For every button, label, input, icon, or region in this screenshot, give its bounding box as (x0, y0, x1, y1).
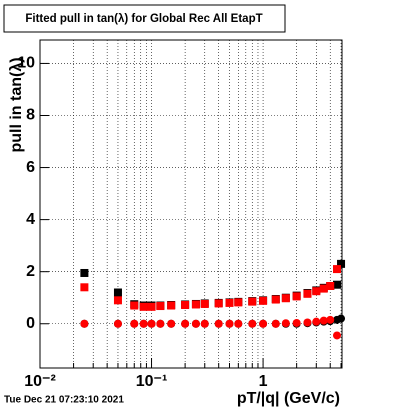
marker (181, 319, 190, 328)
title-box (3, 4, 286, 33)
marker (333, 265, 342, 274)
marker (191, 319, 200, 328)
x-tick-label: 10⁻² (24, 373, 56, 390)
marker (259, 319, 268, 328)
marker (326, 282, 335, 290)
timestamp: Tue Dec 21 07:23:10 2021 (4, 395, 124, 406)
x-tick-label: 10⁻¹ (136, 373, 168, 390)
marker (292, 292, 301, 301)
y-tick-label: 0 (26, 315, 35, 332)
marker (319, 316, 328, 325)
marker (303, 289, 312, 298)
marker (147, 302, 156, 311)
y-tick-label: 6 (26, 159, 35, 176)
y-tick-label: 8 (26, 107, 35, 124)
marker (234, 319, 243, 328)
marker (167, 301, 176, 310)
marker (80, 283, 89, 292)
marker (139, 319, 148, 328)
marker (156, 302, 165, 311)
marker (130, 319, 139, 328)
marker (80, 268, 89, 277)
marker (333, 331, 342, 340)
marker (248, 319, 257, 328)
x-tick-label: 1 (259, 373, 268, 390)
marker (200, 299, 209, 308)
marker (312, 317, 321, 326)
marker (326, 315, 335, 324)
marker (234, 298, 243, 307)
marker (139, 302, 148, 311)
marker (225, 298, 234, 307)
marker (337, 314, 346, 323)
x-axis-label: pT/|q| (GeV/c) (237, 390, 340, 407)
marker (167, 319, 176, 328)
y-tick-label: 4 (26, 211, 35, 228)
y-tick-label: 10 (17, 55, 35, 72)
marker (271, 295, 280, 304)
marker (312, 287, 321, 296)
marker (281, 294, 290, 303)
marker (333, 280, 342, 289)
marker (147, 319, 156, 328)
marker (271, 319, 280, 328)
marker (200, 319, 209, 328)
marker (303, 318, 312, 327)
marker (113, 288, 122, 297)
marker (113, 296, 122, 305)
marker (225, 319, 234, 328)
marker (80, 319, 89, 328)
marker (113, 319, 122, 328)
marker (181, 301, 190, 310)
chart-title: Fitted pull in tan(λ) for Global Rec All… (25, 13, 262, 25)
y-tick-label: 2 (26, 263, 35, 280)
marker (130, 301, 139, 310)
marker (319, 284, 328, 293)
marker (259, 296, 268, 305)
marker (248, 297, 257, 306)
marker (214, 319, 223, 328)
marker (337, 259, 346, 268)
plot-frame (39, 39, 343, 369)
marker (191, 300, 200, 309)
marker (156, 319, 165, 328)
marker (214, 299, 223, 308)
marker (292, 318, 301, 327)
marker (281, 319, 290, 328)
y-axis-label: pull in tan(λ) (8, 57, 25, 152)
